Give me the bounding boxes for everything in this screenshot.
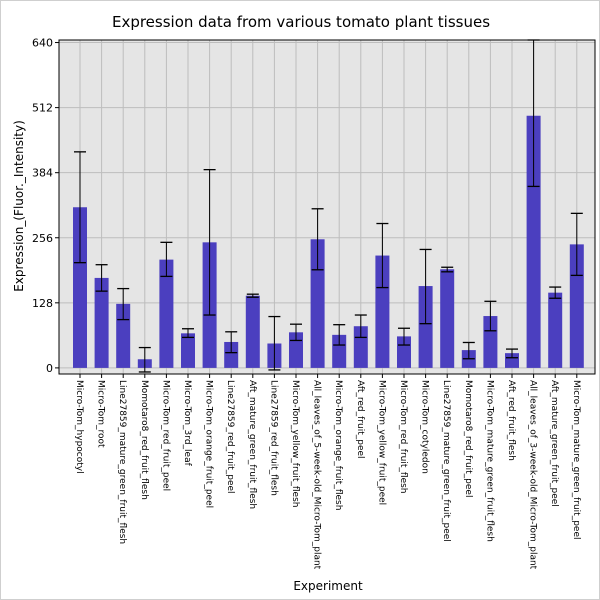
bar	[548, 292, 563, 368]
bar	[245, 295, 260, 368]
x-tick-label: Aft_red_fruit_peel	[355, 380, 365, 459]
x-tick-label: Aft_mature_green_fruit_flesh	[247, 380, 257, 509]
bar	[289, 332, 303, 368]
x-tick-label: Micro-Tom_yellow_fruit_flesh	[290, 380, 300, 508]
y-tick-label: 384	[32, 167, 53, 180]
x-tick-label: Micro-Tom_root	[96, 380, 106, 448]
y-axis-ticks: 0 128 256 384 512 640	[32, 37, 59, 375]
bar	[181, 333, 195, 368]
y-axis-label: Expression_(Fluor._Intensity)	[12, 120, 26, 292]
chart-title: Expression data from various tomato plan…	[112, 13, 490, 31]
bar	[224, 341, 239, 368]
x-tick-label: All_leaves_of_5-week-old_Micro-Tom_plant	[312, 380, 322, 570]
x-tick-label: Micro-Tom_yellow_fruit_peel	[376, 380, 386, 505]
bar	[397, 336, 411, 368]
bar	[310, 239, 325, 368]
bar	[73, 207, 87, 368]
x-tick-label: Momotaro8_red_fruit_flesh	[139, 380, 149, 500]
plot-border	[58, 39, 596, 375]
x-axis-label: Experiment	[293, 579, 363, 593]
x-tick-label: Micro-Tom_mature_green_fruit_peel	[571, 380, 581, 540]
x-tick-label: Line27859_mature_green_fruit_flesh	[117, 380, 127, 544]
x-tick-label: All_leaves_of_3-week-old_Micro-Tom_plant	[528, 380, 538, 570]
y-tick-label: 128	[32, 297, 53, 310]
bar	[353, 326, 368, 368]
y-tick-label: 640	[32, 37, 53, 50]
x-tick-label: Line27859_red_fruit_flesh	[268, 380, 278, 496]
bar	[418, 286, 433, 368]
bar	[159, 259, 174, 368]
x-tick-label: Micro-Tom_cotyledon	[420, 380, 430, 474]
plot-area	[59, 40, 595, 374]
y-tick-label: 512	[32, 102, 53, 115]
bar	[440, 269, 455, 368]
x-tick-label: Aft_mature_green_fruit_peel	[549, 380, 559, 507]
error-bars-group	[74, 39, 583, 373]
x-tick-label: Micro-Tom_hypocotyl	[74, 380, 84, 474]
bar	[332, 334, 347, 368]
x-tick-label: Micro-Tom_red_fruit_peel	[160, 380, 170, 491]
bar	[375, 255, 390, 368]
x-tick-label: Micro-Tom_orange_fruit_flesh	[333, 380, 343, 510]
y-tick-label: 256	[32, 232, 53, 245]
x-tick-label: Micro-Tom_3rd_leaf	[182, 380, 192, 467]
bar	[526, 115, 541, 368]
x-tick-label: Momotaro8_red_fruit_peel	[463, 380, 473, 497]
x-axis-ticks: Micro-Tom_hypocotyl Micro-Tom_root Line278…	[74, 374, 581, 570]
bar	[505, 353, 519, 368]
x-tick-label: Line27859_red_fruit_peel	[225, 380, 235, 494]
bar	[483, 316, 498, 368]
x-tick-label: Line27859_mature_green_fruit_peel	[441, 380, 451, 542]
x-tick-label: Aft_red_fruit_flesh	[506, 380, 516, 461]
x-tick-label: Micro-Tom_orange_fruit_peel	[204, 380, 214, 508]
x-tick-label: Micro-Tom_red_fruit_flesh	[398, 380, 408, 494]
bar	[94, 277, 109, 368]
y-tick-label: 0	[46, 362, 53, 375]
x-tick-label: Micro-Tom_mature_green_fruit_flesh	[484, 380, 494, 542]
